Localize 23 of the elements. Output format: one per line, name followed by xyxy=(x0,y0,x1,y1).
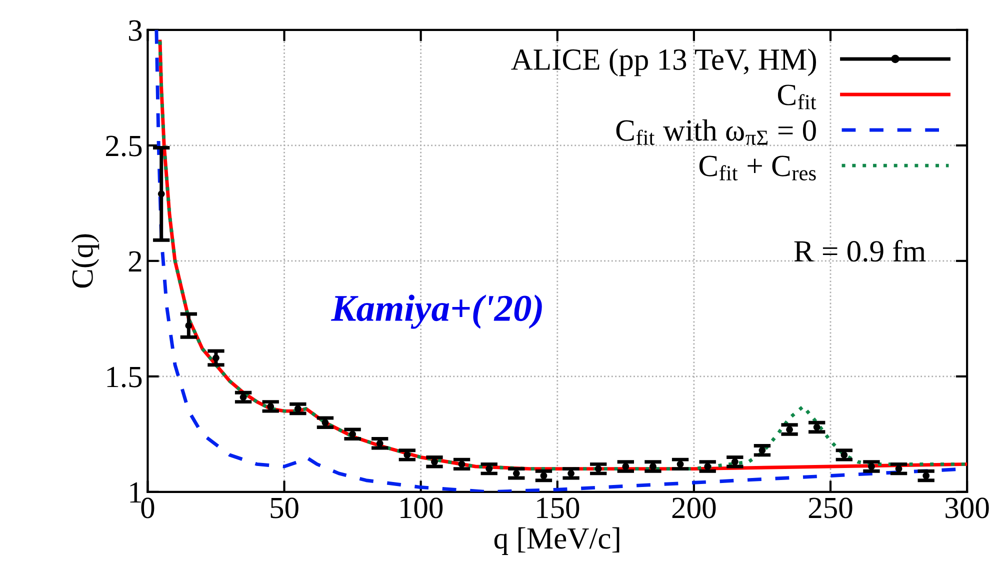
annotation: Kamiya+('20) xyxy=(330,294,542,329)
legend-label: ALICE (pp 13 TeV, HM) xyxy=(511,48,816,76)
x-tick-label: 0 xyxy=(141,498,154,518)
y-tick-label: 1.5 xyxy=(107,366,142,388)
x-tick-label: 300 xyxy=(946,498,989,518)
y-tick-label: 2 xyxy=(128,251,142,272)
y-tick-label: 1 xyxy=(130,482,142,503)
legend-label: C$_{fit}$ xyxy=(778,84,816,110)
x-axis-title: q [MeV/c] xyxy=(494,527,620,555)
x-tick-label: 50 xyxy=(270,498,298,518)
x-tick-label: 150 xyxy=(537,498,580,518)
y-axis-title: C(q) xyxy=(71,234,100,288)
point xyxy=(212,354,220,362)
x-tick-label: 250 xyxy=(808,498,852,518)
legend-label: C$_{fit}$ + C$_{res}$ xyxy=(699,156,816,180)
point xyxy=(185,322,192,330)
legend-label: C$_{fit}$ with ω$_{πΣ}$ = 0 xyxy=(616,119,816,145)
y-tick-label: 2.5 xyxy=(106,136,142,156)
annotation: R = 0.9 fm xyxy=(794,240,926,262)
y-tick-label: 3 xyxy=(129,20,142,41)
point xyxy=(158,190,165,198)
x-tick-label: 100 xyxy=(400,498,443,518)
x-tick-label: 200 xyxy=(672,498,716,518)
